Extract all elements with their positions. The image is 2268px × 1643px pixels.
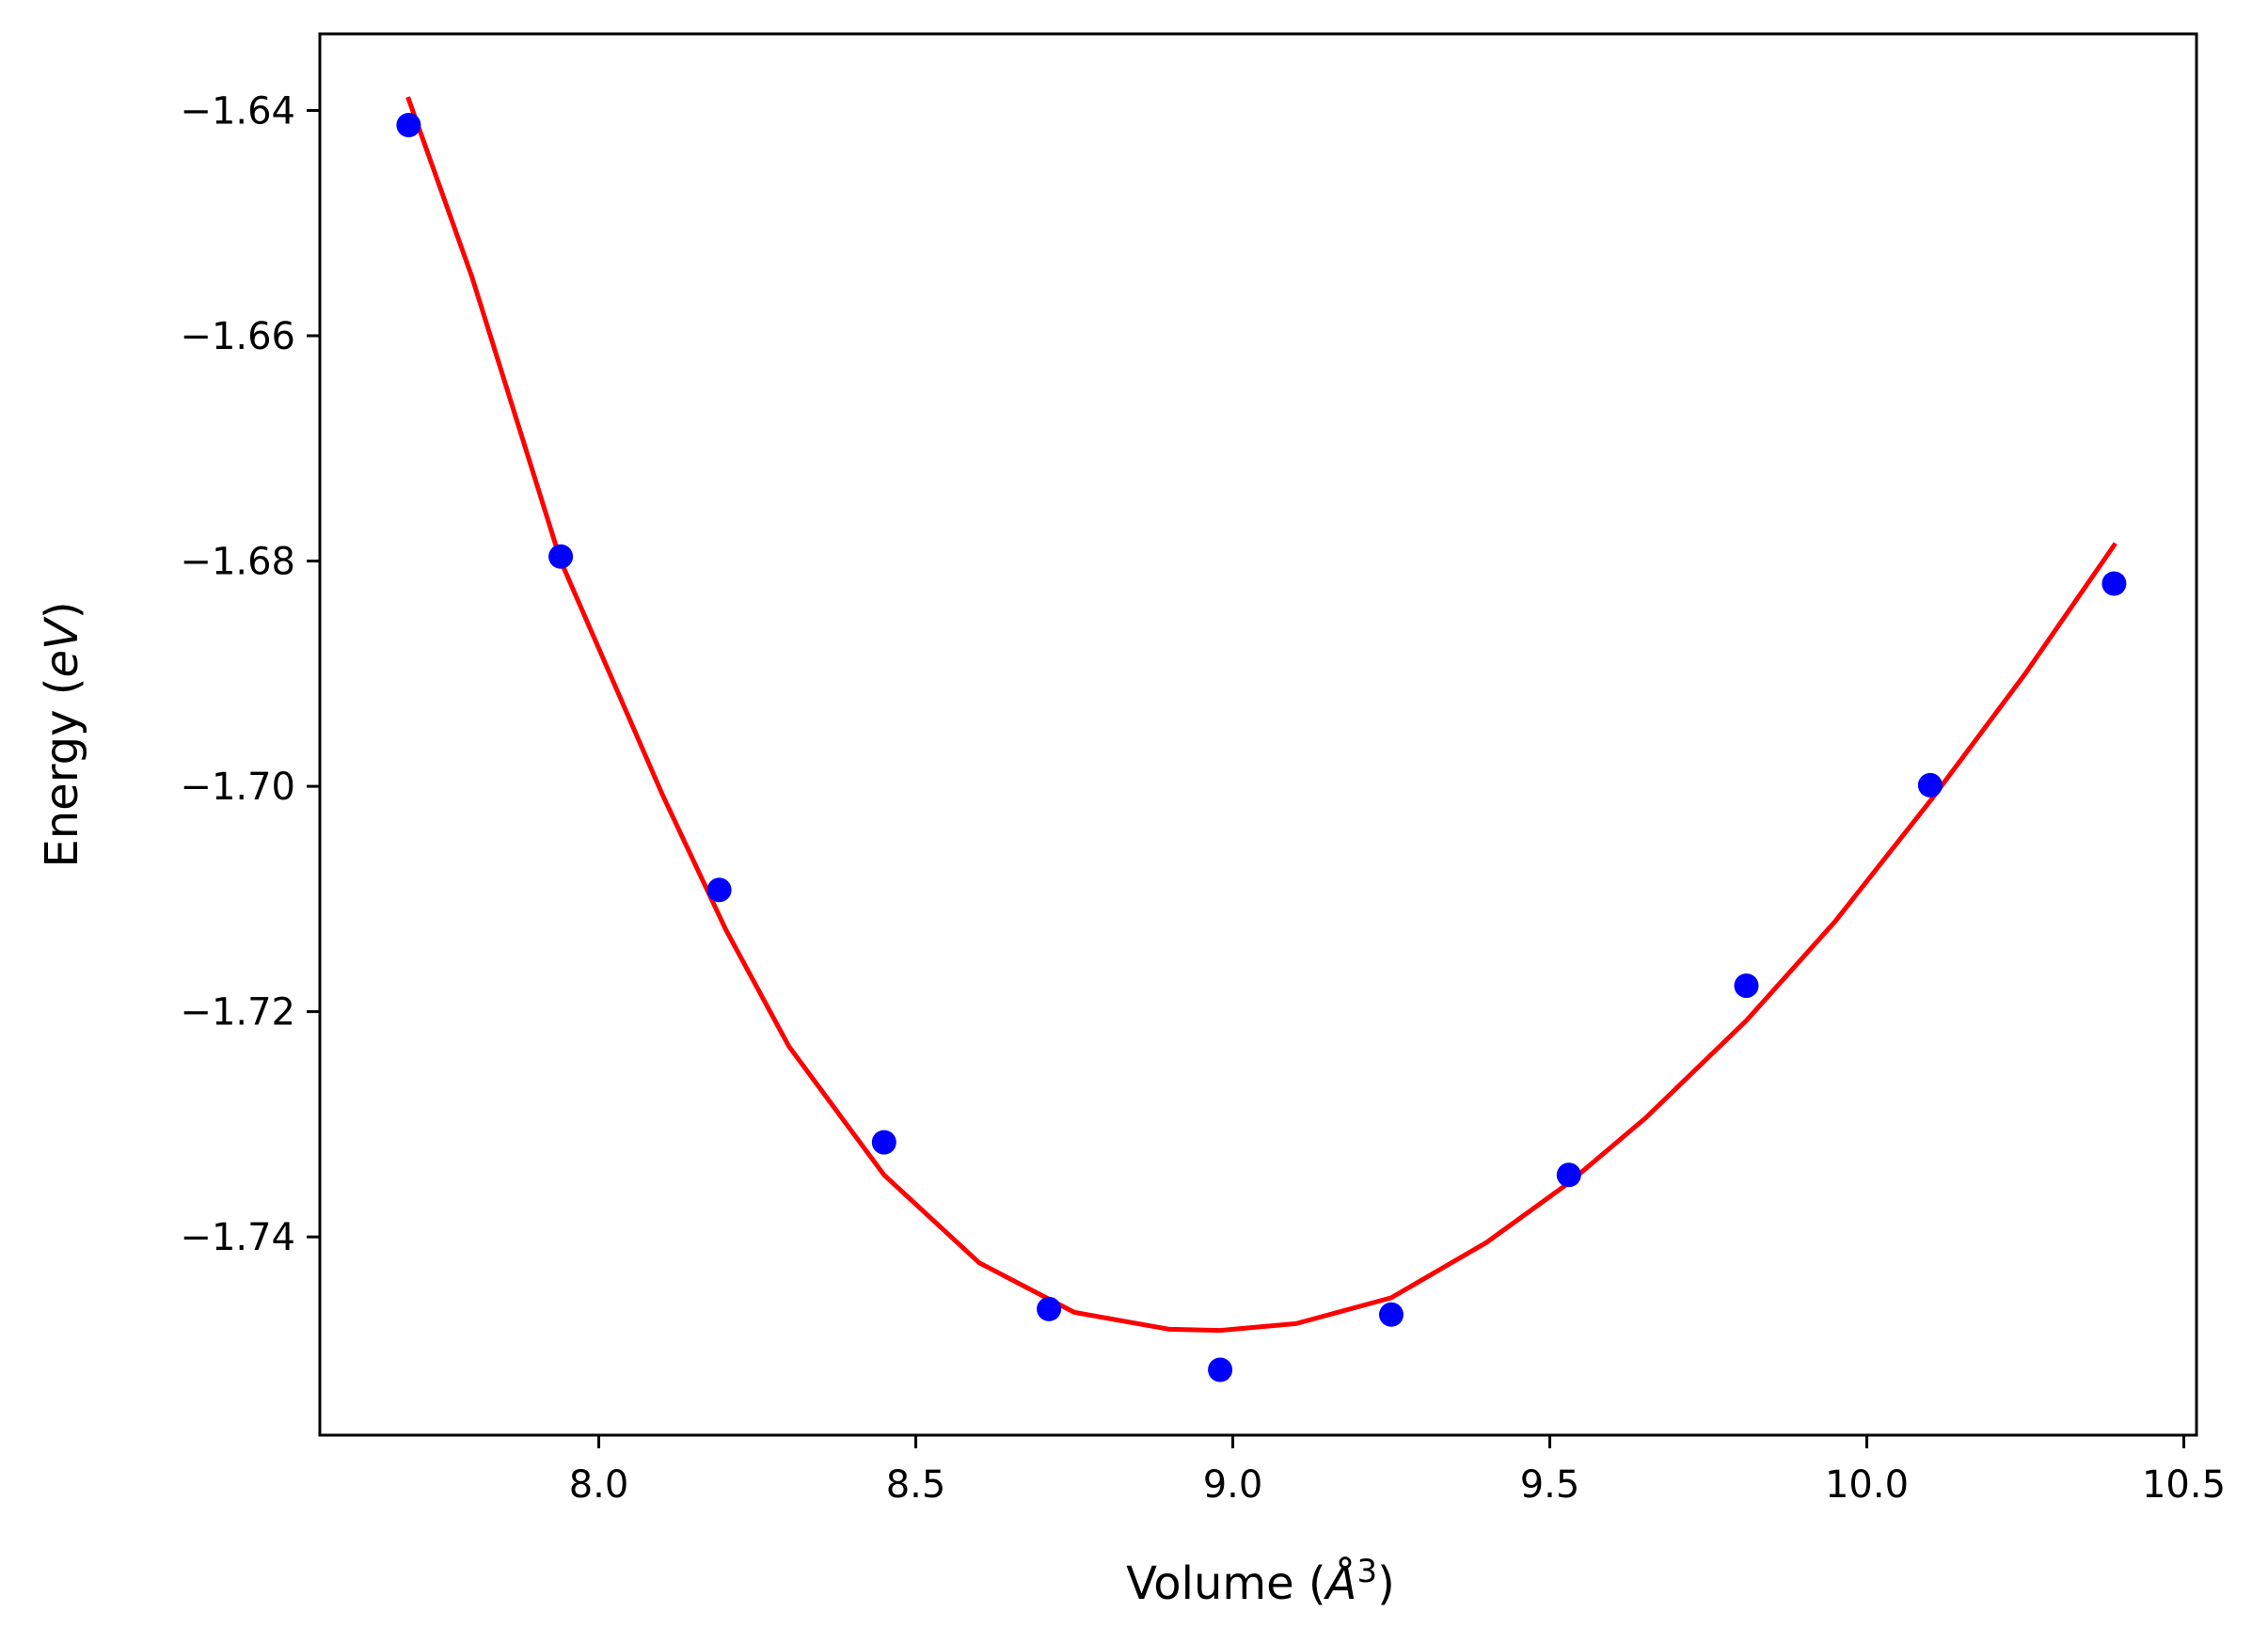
x-tick-label: 8.5 xyxy=(886,1463,946,1507)
data-point xyxy=(548,544,574,569)
data-point xyxy=(1379,1302,1404,1327)
y-axis-title: Energy (eV) xyxy=(36,601,88,867)
data-point xyxy=(1734,973,1759,999)
y-tick-label: −1.64 xyxy=(180,89,295,133)
x-tick-label: 8.0 xyxy=(569,1463,629,1507)
data-point xyxy=(1037,1296,1062,1321)
data-point xyxy=(706,877,732,903)
x-tick-label: 9.0 xyxy=(1203,1463,1263,1507)
data-point xyxy=(396,113,421,137)
y-tick-label: −1.68 xyxy=(180,541,295,584)
x-tick-label: 9.5 xyxy=(1520,1463,1580,1507)
fit-curve-layer xyxy=(405,96,2117,1334)
x-tick-label: 10.5 xyxy=(2142,1463,2226,1507)
y-axis-ticks: −1.64 −1.66 −1.68 −1.70 −1.72 −1.74 xyxy=(180,89,320,1259)
data-point xyxy=(871,1130,896,1155)
fit-line xyxy=(405,96,2117,1334)
data-points-layer xyxy=(396,113,2127,1382)
data-point xyxy=(2101,571,2127,596)
y-tick-label: −1.74 xyxy=(180,1216,295,1259)
y-tick-label: −1.72 xyxy=(180,991,295,1035)
x-axis-title: Volume (Å3) xyxy=(1126,1553,1395,1610)
x-axis-ticks: 8.0 8.5 9.0 9.5 10.0 10.5 xyxy=(569,1435,2226,1507)
y-tick-label: −1.66 xyxy=(180,315,295,358)
y-tick-label: −1.70 xyxy=(180,766,295,809)
plot-frame xyxy=(318,32,2198,1437)
data-point xyxy=(1917,772,1943,798)
data-point xyxy=(1556,1162,1581,1188)
x-tick-label: 10.0 xyxy=(1825,1463,1909,1507)
data-point xyxy=(1208,1357,1233,1382)
